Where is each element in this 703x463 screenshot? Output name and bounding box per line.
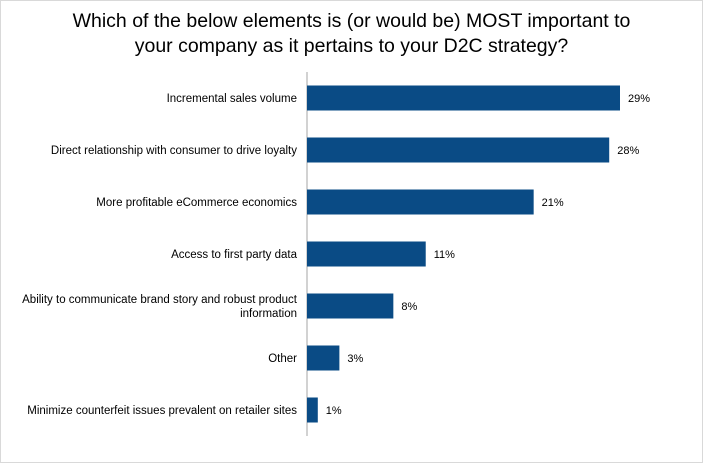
data-label: 28%	[617, 145, 639, 157]
bar	[307, 85, 620, 111]
chart-title-line-1: Which of the below elements is (or would…	[72, 10, 631, 32]
bar	[307, 189, 534, 215]
bar	[307, 397, 318, 423]
category-label: More profitable eCommerce economics	[96, 197, 297, 209]
category-label: Other	[268, 353, 297, 365]
category-label: Access to first party data	[171, 249, 298, 261]
category-label: Direct relationship with consumer to dri…	[51, 145, 297, 157]
data-label: 21%	[542, 197, 564, 209]
bar	[307, 241, 426, 267]
chart-title: Which of the below elements is (or would…	[1, 9, 702, 59]
category-label: Incremental sales volume	[167, 93, 297, 105]
data-label: 8%	[401, 301, 417, 313]
bar	[307, 137, 610, 163]
category-label: Minimize counterfeit issues prevalent on…	[27, 405, 297, 417]
bar	[307, 293, 394, 319]
chart-title-line-2: your company as it pertains to your D2C …	[134, 35, 569, 57]
data-label: 1%	[326, 405, 342, 417]
bar	[307, 345, 340, 371]
data-label: 3%	[347, 353, 363, 365]
category-label: Ability to communicate brand story and r…	[22, 294, 298, 320]
data-label: 29%	[628, 93, 650, 105]
plot-area: Incremental sales volume 29% Direct relati…	[22, 72, 650, 436]
data-label: 11%	[434, 249, 455, 261]
